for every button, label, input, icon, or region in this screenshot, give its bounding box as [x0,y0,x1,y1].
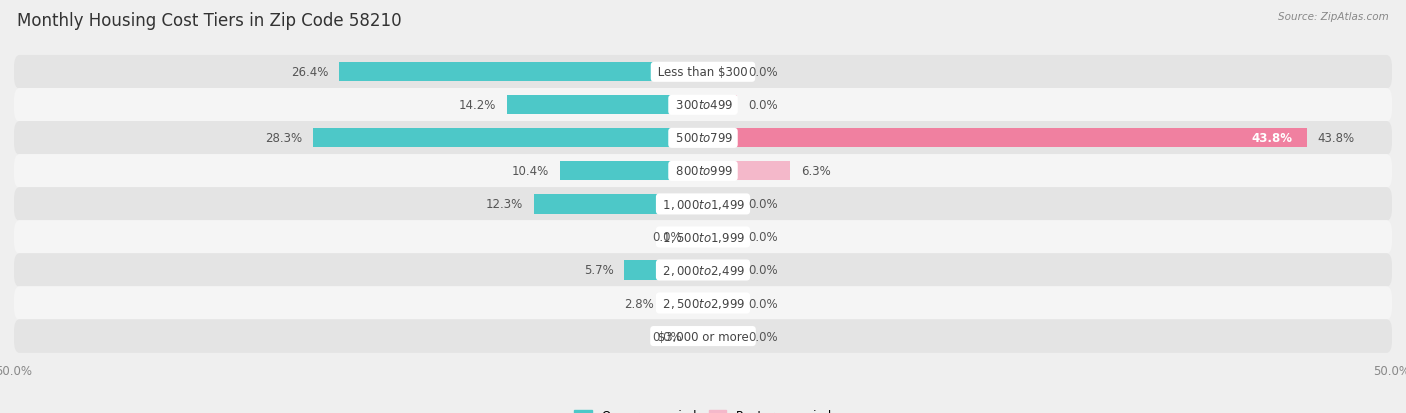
FancyBboxPatch shape [14,319,1392,353]
Bar [703,96,738,115]
Text: 0.0%: 0.0% [748,330,778,343]
Text: 0.0%: 0.0% [652,330,682,343]
Bar [703,195,738,214]
Text: 2.8%: 2.8% [624,297,654,310]
Text: 10.4%: 10.4% [512,165,548,178]
Text: 0.0%: 0.0% [748,264,778,277]
Text: Less than $300: Less than $300 [654,66,752,79]
Text: 26.4%: 26.4% [291,66,328,79]
FancyBboxPatch shape [14,221,1392,254]
Text: 0.0%: 0.0% [748,297,778,310]
Text: 0.0%: 0.0% [748,99,778,112]
Text: 0.0%: 0.0% [748,198,778,211]
FancyBboxPatch shape [14,287,1392,320]
Text: 28.3%: 28.3% [264,132,302,145]
FancyBboxPatch shape [14,155,1392,188]
FancyBboxPatch shape [14,188,1392,221]
Text: Monthly Housing Cost Tiers in Zip Code 58210: Monthly Housing Cost Tiers in Zip Code 5… [17,12,402,30]
Text: $800 to $999: $800 to $999 [672,165,734,178]
Bar [703,63,738,82]
Text: 14.2%: 14.2% [458,99,496,112]
FancyBboxPatch shape [14,89,1392,122]
Bar [508,96,703,115]
Bar [339,63,703,82]
FancyBboxPatch shape [14,56,1392,90]
Text: 0.0%: 0.0% [652,231,682,244]
Text: 43.8%: 43.8% [1251,132,1292,145]
Legend: Owner-occupied, Renter-occupied: Owner-occupied, Renter-occupied [574,408,832,413]
Text: $2,000 to $2,499: $2,000 to $2,499 [659,263,747,277]
Bar [665,294,703,313]
Text: $1,000 to $1,499: $1,000 to $1,499 [659,197,747,211]
Text: $300 to $499: $300 to $499 [672,99,734,112]
Bar [703,327,738,346]
Bar [703,294,738,313]
Bar [533,195,703,214]
Text: $1,500 to $1,999: $1,500 to $1,999 [659,230,747,244]
FancyBboxPatch shape [14,122,1392,155]
Text: 0.0%: 0.0% [748,66,778,79]
Text: $3,000 or more: $3,000 or more [654,330,752,343]
Bar [560,162,703,181]
Text: 0.0%: 0.0% [748,231,778,244]
Text: $2,500 to $2,999: $2,500 to $2,999 [659,296,747,310]
Bar [703,129,1306,148]
Text: 12.3%: 12.3% [485,198,523,211]
Text: 5.7%: 5.7% [583,264,613,277]
Text: Source: ZipAtlas.com: Source: ZipAtlas.com [1278,12,1389,22]
Bar [703,261,738,280]
FancyBboxPatch shape [14,254,1392,287]
Bar [703,162,790,181]
Text: 6.3%: 6.3% [801,165,831,178]
Bar [624,261,703,280]
Text: 43.8%: 43.8% [1317,132,1354,145]
Bar [314,129,703,148]
Text: $500 to $799: $500 to $799 [672,132,734,145]
Bar [703,228,738,247]
